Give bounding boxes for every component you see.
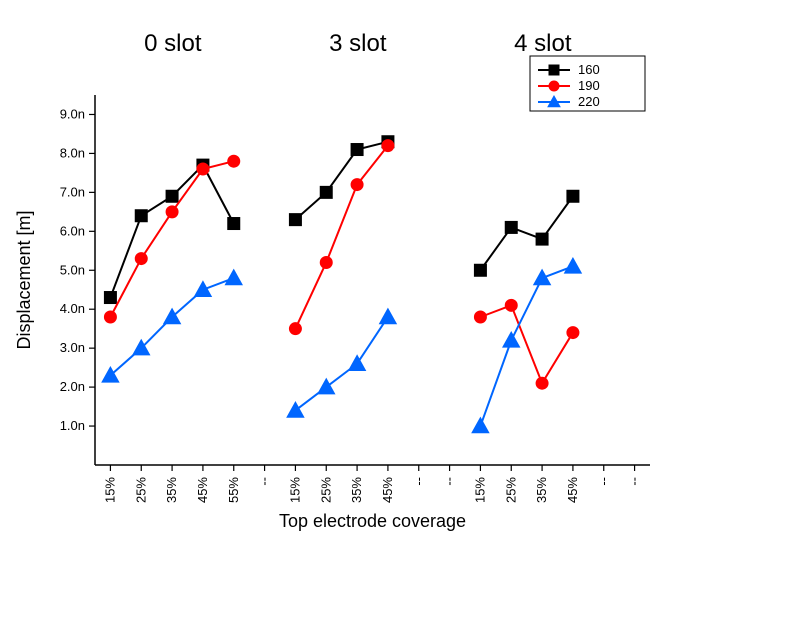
data-point-190 (474, 311, 486, 323)
x-tick-label: -- (442, 477, 457, 486)
series-line-190 (295, 146, 388, 329)
data-point-190 (567, 327, 579, 339)
series-line-160 (480, 196, 573, 270)
series-line-160 (295, 142, 388, 220)
group-title: 3 slot (298, 30, 418, 58)
data-point-220 (225, 270, 242, 285)
x-tick-label: -- (596, 477, 611, 486)
data-point-220 (534, 270, 551, 285)
data-point-220 (565, 258, 582, 273)
x-tick-label: 35% (534, 477, 549, 503)
x-tick-label: 45% (380, 477, 395, 503)
series-line-160 (110, 165, 233, 297)
series-line-190 (110, 161, 233, 317)
series-line-220 (295, 317, 388, 410)
data-point-190 (351, 179, 363, 191)
data-point-160 (351, 144, 363, 156)
legend-marker (549, 81, 559, 91)
legend-label: 190 (578, 78, 600, 93)
data-point-190 (289, 323, 301, 335)
data-point-160 (228, 218, 240, 230)
y-tick-label: 2.0n (60, 379, 85, 394)
y-tick-label: 7.0n (60, 184, 85, 199)
y-tick-label: 3.0n (60, 340, 85, 355)
y-tick-label: 6.0n (60, 223, 85, 238)
x-tick-label: 35% (164, 477, 179, 503)
data-point-160 (166, 190, 178, 202)
data-point-190 (135, 253, 147, 265)
y-tick-label: 9.0n (60, 106, 85, 121)
y-tick-label: 8.0n (60, 145, 85, 160)
data-point-190 (166, 206, 178, 218)
group-title: 4 slot (483, 30, 603, 58)
x-tick-label: 45% (195, 477, 210, 503)
y-axis-label: Displacement [m] (14, 210, 34, 349)
data-point-160 (567, 190, 579, 202)
x-axis-label: Top electrode coverage (279, 511, 466, 531)
data-point-160 (505, 221, 517, 233)
x-tick-label: -- (627, 477, 642, 486)
x-tick-label: 25% (503, 477, 518, 503)
x-tick-label: 35% (349, 477, 364, 503)
x-tick-label: 45% (565, 477, 580, 503)
data-point-220 (318, 379, 335, 394)
x-tick-label: 55% (226, 477, 241, 503)
y-tick-label: 5.0n (60, 262, 85, 277)
data-point-220 (503, 332, 520, 347)
x-tick-label: 15% (102, 477, 117, 503)
data-point-190 (197, 163, 209, 175)
legend-label: 220 (578, 94, 600, 109)
data-point-220 (195, 281, 212, 296)
legend-marker (549, 65, 559, 75)
legend-label: 160 (578, 62, 600, 77)
data-point-160 (536, 233, 548, 245)
x-tick-label: 25% (318, 477, 333, 503)
series-line-190 (480, 305, 573, 383)
data-point-190 (228, 155, 240, 167)
data-point-220 (380, 309, 397, 324)
y-tick-label: 1.0n (60, 418, 85, 433)
data-point-190 (320, 256, 332, 268)
data-point-160 (320, 186, 332, 198)
data-point-190 (382, 140, 394, 152)
data-point-220 (472, 418, 489, 433)
chart: 1.0n 2.0n 3.0n 4.0n 5.0n 6.0n 7.0n 8.0n 9.0n Disp… (0, 0, 797, 623)
x-tick-label: -- (257, 477, 272, 486)
data-point-160 (104, 292, 116, 304)
data-point-220 (349, 355, 366, 370)
group-title: 0 slot (113, 30, 233, 58)
x-tick-label: 15% (472, 477, 487, 503)
x-tick-label: 25% (133, 477, 148, 503)
x-tick-label: 15% (287, 477, 302, 503)
series-line-220 (110, 278, 233, 375)
data-point-190 (505, 299, 517, 311)
x-tick-label: -- (411, 477, 426, 486)
data-point-220 (287, 402, 304, 417)
data-point-160 (289, 214, 301, 226)
y-tick-label: 4.0n (60, 301, 85, 316)
data-point-160 (135, 210, 147, 222)
data-point-190 (104, 311, 116, 323)
data-point-160 (474, 264, 486, 276)
data-point-190 (536, 377, 548, 389)
